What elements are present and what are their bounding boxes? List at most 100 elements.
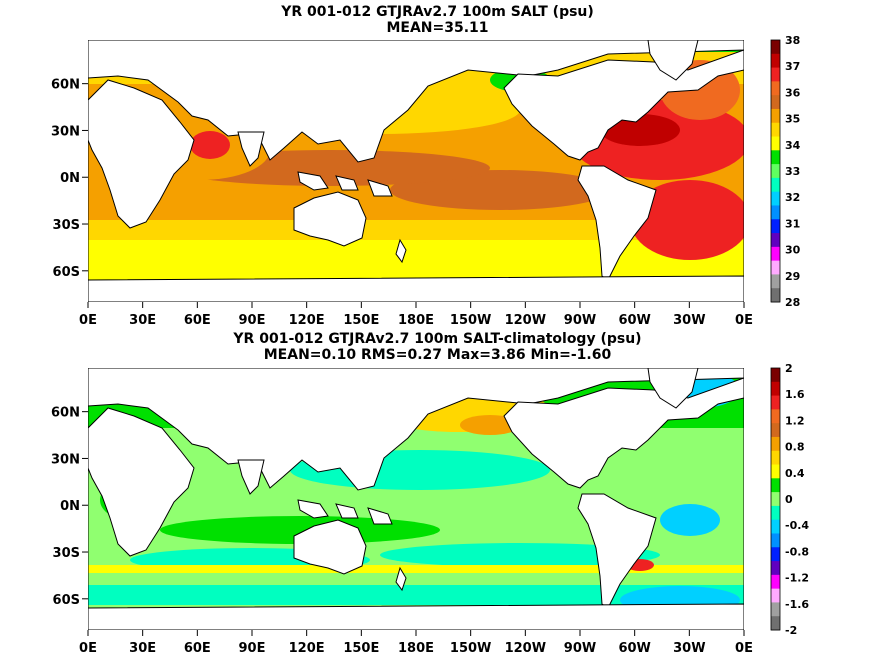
colorbar-label: 0 (785, 493, 793, 506)
colorbar-swatch (771, 53, 780, 69)
colorbar-label: 37 (785, 60, 800, 73)
colorbar-label: 30 (785, 244, 801, 257)
colorbar-swatch (771, 533, 780, 548)
colorbar-label: -2 (785, 624, 797, 637)
colorbar-label: 29 (785, 270, 800, 283)
x-tick-label: 150E (343, 313, 379, 328)
x-tick-label: 120W (505, 641, 546, 656)
top-y-axis: 60N 30N 0N 30S 60S (51, 78, 88, 280)
colorbar-swatch (771, 505, 780, 521)
colorbar-label: 36 (785, 86, 801, 99)
colorbar-swatch (771, 219, 780, 234)
colorbar-label: -0.8 (785, 545, 809, 558)
bottom-colorbar: 2 1.6 1.2 0.8 0.4 0 -0.4 -0.8 -1.2 -1.6 -2 (770, 362, 809, 637)
top-title: YR 001-012 GTJRAv2.7 100m SALT (psu) (281, 4, 594, 20)
x-tick-label: 60W (618, 313, 650, 328)
colorbar-swatch (771, 464, 780, 479)
colorbar-swatch (771, 288, 780, 303)
colorbar-swatch (771, 108, 780, 124)
colorbar-swatch (771, 164, 780, 179)
x-tick-label: 0E (79, 641, 97, 656)
y-tick-label: 0N (60, 499, 80, 514)
colorbar-label: 28 (785, 296, 800, 309)
colorbar-label: -0.4 (785, 519, 809, 532)
colorbar-swatch (771, 67, 780, 82)
bottom-x-axis: 0E 30E 60E 90E 120E 150E 180E 150W 120W 90W 60W 30W… (79, 630, 753, 656)
colorbar-label: 32 (785, 191, 800, 204)
colorbar-label: 0.8 (785, 441, 805, 454)
top-subtitle: MEAN=35.11 (386, 20, 489, 36)
bottom-title: YR 001-012 GTJRAv2.7 100m SALT-climatolo… (233, 331, 642, 347)
x-tick-label: 120W (505, 313, 546, 328)
x-tick-label: 30W (673, 641, 705, 656)
colorbar-label: 38 (785, 34, 800, 47)
bottom-y-axis: 60N 30N 0N 30S 60S (51, 406, 88, 608)
bottom-subtitle: MEAN=0.10 RMS=0.27 Max=3.86 Min=-1.60 (263, 347, 612, 363)
colorbar-label: 33 (785, 165, 800, 178)
colorbar-swatch (771, 478, 780, 493)
colorbar-swatch (771, 450, 780, 466)
colorbar-swatch (771, 395, 780, 410)
x-tick-label: 60W (618, 641, 650, 656)
colorbar-frame (770, 39, 781, 303)
colorbar-swatch (771, 246, 780, 262)
x-tick-label: 150E (343, 641, 379, 656)
colorbar-label: 31 (785, 217, 800, 230)
colorbar-swatch (771, 136, 780, 151)
y-tick-label: 30S (53, 218, 80, 233)
colorbar-swatch (771, 81, 780, 96)
top-map-panel (88, 40, 744, 302)
colorbar-label: 1.6 (785, 388, 805, 401)
top-x-axis: 0E 30E 60E 90E 120E 150E 180E 150W 120W 90W 60W 30W… (79, 302, 753, 328)
x-tick-label: 0E (735, 313, 753, 328)
colorbar-swatch (771, 547, 780, 562)
x-tick-label: 30W (673, 313, 705, 328)
colorbar-swatch (771, 574, 780, 590)
colorbar-swatch (771, 40, 780, 55)
colorbar-swatch (771, 381, 780, 397)
colorbar-swatch (771, 177, 780, 193)
colorbar-label: 34 (785, 139, 801, 152)
y-tick-label: 30N (51, 124, 80, 139)
colorbar-swatch (771, 150, 780, 165)
x-tick-label: 120E (289, 313, 325, 328)
x-tick-label: 90W (564, 313, 596, 328)
x-tick-label: 150W (450, 641, 491, 656)
y-tick-label: 60N (51, 406, 80, 421)
x-tick-label: 0E (79, 313, 97, 328)
x-tick-label: 150W (450, 313, 491, 328)
colorbar-swatch (771, 423, 780, 438)
x-tick-label: 90E (239, 313, 266, 328)
colorbar-swatch (771, 260, 780, 275)
colorbar-swatch (771, 409, 780, 424)
colorbar-swatch (771, 205, 780, 220)
colorbar-label: 0.4 (785, 467, 805, 480)
colorbar-label: 35 (785, 113, 800, 126)
colorbar-swatch (771, 492, 780, 507)
colorbar-swatch (771, 602, 780, 617)
colorbar-swatch (771, 233, 780, 248)
colorbar-label: 1.2 (785, 414, 805, 427)
colorbar-swatch (771, 95, 780, 110)
colorbar-swatch (771, 122, 780, 138)
colorbar-swatch (771, 436, 780, 452)
y-tick-label: 60N (51, 78, 80, 93)
x-tick-label: 60E (184, 641, 211, 656)
colorbar-frame (770, 367, 781, 631)
colorbar-swatch (771, 561, 780, 576)
x-tick-label: 0E (735, 641, 753, 656)
colorbar-label: -1.6 (785, 598, 809, 611)
x-tick-label: 30E (129, 641, 156, 656)
x-tick-label: 180E (398, 641, 434, 656)
x-tick-label: 120E (289, 641, 325, 656)
colorbar-swatch (771, 588, 780, 603)
y-tick-label: 30S (53, 546, 80, 561)
bottom-map-panel (88, 368, 744, 630)
colorbar-swatch (771, 368, 780, 383)
colorbar-label: -1.2 (785, 572, 809, 585)
colorbar-label: 2 (785, 362, 793, 375)
x-tick-label: 90W (564, 641, 596, 656)
y-tick-label: 60S (53, 265, 80, 280)
colorbar-swatch (771, 519, 780, 534)
